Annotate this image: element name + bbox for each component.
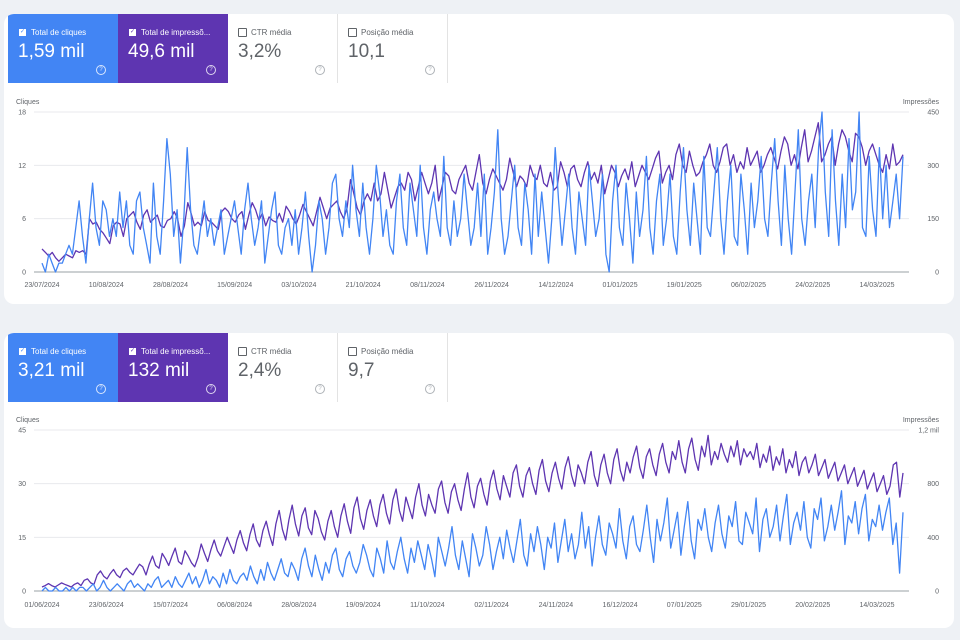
card-value: 132 mil (128, 360, 190, 381)
checkbox-checked-icon[interactable]: ✓ (128, 347, 137, 356)
y-right-tick-label: 1,2 mil (918, 428, 939, 435)
checkbox-unchecked-icon[interactable] (238, 347, 247, 356)
card-value: 1,59 mil (18, 41, 85, 62)
y-right-tick-label: 0 (935, 270, 939, 277)
card-label: Total de impressõ... (141, 28, 211, 37)
performance-panel-2: ✓ Total de cliques 3,21 mil ? ✓ Total de i… (4, 333, 954, 628)
y-left-tick-label: 6 (22, 216, 26, 223)
card-value: 10,1 (348, 41, 385, 62)
x-tick-label: 14/12/2024 (538, 282, 573, 289)
card-value: 3,21 mil (18, 360, 85, 381)
impressions-series-line (41, 434, 904, 588)
x-tick-label: 15/09/2024 (217, 282, 252, 289)
x-tick-label: 06/02/2025 (731, 282, 766, 289)
card-label: Total de cliques (31, 28, 87, 37)
card-avg-ctr[interactable]: CTR média 2,4% ? (228, 333, 338, 402)
x-tick-label: 26/11/2024 (474, 282, 509, 289)
card-total-impressions[interactable]: ✓ Total de impressõ... 49,6 mil ? (118, 14, 228, 83)
card-label: Total de impressõ... (141, 347, 211, 356)
help-icon[interactable]: ? (206, 384, 216, 394)
x-tick-label: 06/08/2024 (217, 602, 252, 609)
x-tick-label: 15/07/2024 (153, 602, 188, 609)
x-tick-label: 23/06/2024 (89, 602, 124, 609)
performance-chart-2: Cliques Impressões 0 0 15 400 30 800 45 1,2 mil 01… (16, 417, 940, 609)
right-axis-title: Impressões (903, 417, 940, 424)
y-right-tick-label: 150 (927, 216, 939, 223)
card-label: Posição média (361, 28, 414, 37)
clicks-series-line (41, 490, 904, 592)
x-tick-label: 28/08/2024 (281, 602, 316, 609)
x-tick-label: 29/01/2025 (731, 602, 766, 609)
y-left-tick-label: 30 (18, 481, 26, 488)
y-left-tick-label: 15 (18, 535, 26, 542)
x-tick-label: 24/02/2025 (795, 282, 830, 289)
x-tick-label: 19/09/2024 (346, 602, 381, 609)
card-value: 3,2% (238, 41, 282, 62)
checkbox-checked-icon[interactable]: ✓ (18, 28, 27, 37)
x-tick-label: 19/01/2025 (667, 282, 702, 289)
card-avg-position[interactable]: Posição média 9,7 ? (338, 333, 448, 402)
help-icon[interactable]: ? (96, 384, 106, 394)
y-left-tick-label: 0 (22, 589, 26, 596)
x-tick-label: 24/11/2024 (539, 602, 574, 609)
performance-panel-1: ✓ Total de cliques 1,59 mil ? ✓ Total de i… (4, 14, 954, 304)
help-icon[interactable]: ? (206, 65, 216, 75)
checkbox-unchecked-icon[interactable] (348, 347, 357, 356)
card-label: CTR média (251, 347, 292, 356)
y-right-tick-label: 0 (935, 589, 939, 596)
x-tick-label: 14/03/2025 (859, 282, 894, 289)
impressions-series-line (41, 122, 904, 262)
card-avg-ctr[interactable]: CTR média 3,2% ? (228, 14, 338, 83)
metric-cards: ✓ Total de cliques 1,59 mil ? ✓ Total de i… (8, 14, 448, 83)
help-icon[interactable]: ? (315, 65, 325, 75)
card-total-clicks[interactable]: ✓ Total de cliques 3,21 mil ? (8, 333, 118, 402)
card-value: 2,4% (238, 360, 282, 381)
y-left-tick-label: 12 (18, 163, 26, 170)
y-left-tick-label: 45 (18, 428, 26, 435)
checkbox-checked-icon[interactable]: ✓ (128, 28, 137, 37)
y-left-tick-label: 18 (18, 110, 26, 117)
y-right-tick-label: 400 (927, 535, 939, 542)
card-label: CTR média (251, 28, 292, 37)
x-tick-label: 07/01/2025 (667, 602, 702, 609)
x-tick-label: 14/03/2025 (859, 602, 894, 609)
right-axis-title: Impressões (903, 99, 940, 106)
x-tick-label: 01/06/2024 (24, 602, 59, 609)
card-label: Posição média (361, 347, 414, 356)
clicks-series-line (41, 111, 904, 273)
checkbox-checked-icon[interactable]: ✓ (18, 347, 27, 356)
x-tick-label: 08/11/2024 (410, 282, 445, 289)
x-tick-label: 21/10/2024 (346, 282, 381, 289)
left-axis-title: Cliques (16, 417, 40, 424)
card-value: 49,6 mil (128, 41, 195, 62)
x-tick-label: 10/08/2024 (89, 282, 124, 289)
performance-chart-1: Cliques Impressões 0 0 6 150 12 300 18 450 23/07/2… (16, 99, 940, 289)
y-right-tick-label: 450 (927, 110, 939, 117)
x-tick-label: 11/10/2024 (410, 602, 445, 609)
x-tick-label: 16/12/2024 (603, 602, 638, 609)
checkbox-unchecked-icon[interactable] (238, 28, 247, 37)
help-icon[interactable]: ? (315, 384, 325, 394)
help-icon[interactable]: ? (425, 384, 435, 394)
x-tick-label: 03/10/2024 (281, 282, 316, 289)
help-icon[interactable]: ? (96, 65, 106, 75)
card-total-impressions[interactable]: ✓ Total de impressõ... 132 mil ? (118, 333, 228, 402)
x-tick-label: 20/02/2025 (795, 602, 830, 609)
checkbox-unchecked-icon[interactable] (348, 28, 357, 37)
x-tick-label: 28/08/2024 (153, 282, 188, 289)
card-total-clicks[interactable]: ✓ Total de cliques 1,59 mil ? (8, 14, 118, 83)
help-icon[interactable]: ? (425, 65, 435, 75)
x-tick-label: 01/01/2025 (603, 282, 638, 289)
card-value: 9,7 (348, 360, 375, 381)
x-tick-label: 02/11/2024 (474, 602, 509, 609)
y-left-tick-label: 0 (22, 270, 26, 277)
metric-cards: ✓ Total de cliques 3,21 mil ? ✓ Total de i… (8, 333, 448, 402)
card-label: Total de cliques (31, 347, 87, 356)
left-axis-title: Cliques (16, 99, 40, 106)
card-avg-position[interactable]: Posição média 10,1 ? (338, 14, 448, 83)
y-right-tick-label: 800 (927, 481, 939, 488)
x-tick-label: 23/07/2024 (24, 282, 59, 289)
y-right-tick-label: 300 (927, 163, 939, 170)
